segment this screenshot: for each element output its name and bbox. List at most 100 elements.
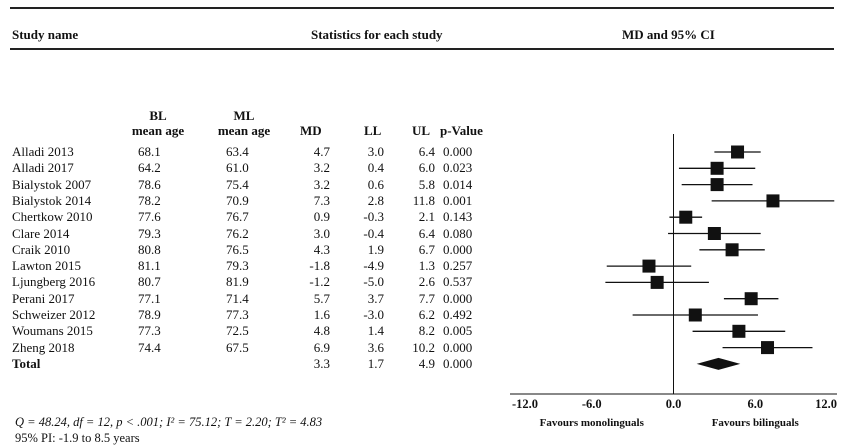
md-cell: 3.3 [313, 355, 330, 371]
favours-monolinguals-label: Favours monolinguals [540, 417, 645, 429]
ml-age-cell: 72.5 [226, 323, 249, 339]
ll-cell: -3.0 [363, 307, 384, 322]
ul-cell: 6.4 [418, 225, 435, 241]
study-name-cell: Craik 2010 [12, 241, 71, 257]
ml-age-cell: 70.9 [226, 192, 249, 208]
statistics-header: Statistics for each study [311, 27, 443, 42]
effect-square [710, 161, 724, 175]
pvalue-cell: 0.143 [443, 209, 473, 225]
study-name-cell: Perani 2017 [12, 290, 75, 306]
ll-cell: 3.7 [367, 290, 384, 306]
effect-square [710, 178, 724, 192]
md-cell: 4.8 [313, 323, 330, 339]
ll-cell: 1.9 [367, 241, 384, 257]
bl-age-cell: 80.8 [138, 241, 161, 257]
bl-column-line2: mean age [131, 123, 185, 138]
ml-age-cell: 76.2 [226, 225, 249, 241]
md-cell: 4.7 [313, 144, 330, 159]
ll-cell: -4.9 [363, 258, 384, 274]
pvalue-cell: 0.080 [443, 225, 473, 241]
effect-square [732, 324, 746, 338]
ml-column-header: ML mean age [211, 108, 277, 138]
ml-column-line1: ML [233, 108, 255, 123]
ul-cell: 6.0 [418, 160, 435, 176]
study-name-cell: Bialystok 2014 [12, 192, 92, 208]
bl-age-cell: 68.1 [138, 144, 161, 159]
ml-age-cell: 61.0 [226, 160, 249, 176]
study-name-cell: Lawton 2015 [12, 258, 81, 274]
pooled-effect-diamond [696, 357, 741, 370]
md-cell: -1.2 [309, 274, 330, 290]
ll-cell: 1.4 [367, 323, 384, 339]
ul-cell: 6.2 [418, 307, 435, 322]
md-cell: 5.7 [313, 290, 330, 306]
bl-age-cell: 77.3 [138, 323, 161, 339]
ul-cell: 2.1 [418, 209, 435, 225]
ml-age-cell: 76.7 [226, 209, 249, 225]
favours-bilinguals-label: Favours bilinguals [712, 417, 800, 429]
ml-age-cell: 63.4 [226, 144, 249, 159]
ul-cell: 10.2 [412, 339, 435, 355]
md-cell: 6.9 [313, 339, 330, 355]
pvalue-cell: 0.000 [443, 339, 473, 355]
ul-cell: 1.3 [418, 258, 435, 274]
bl-age-cell: 80.7 [138, 274, 161, 290]
study-name-cell: Schweizer 2012 [12, 307, 96, 322]
md-column-header: MD [300, 123, 322, 138]
heterogeneity-stats: Q = 48.24, df = 12, p < .001; I² = 75.12… [15, 415, 323, 429]
ul-column-header: UL [412, 123, 431, 138]
pvalue-column-header: p-Value [440, 123, 483, 138]
study-name-cell: Clare 2014 [12, 225, 70, 241]
x-tick-label: 12.0 [815, 397, 837, 411]
top-rule [10, 7, 834, 9]
pvalue-cell: 0.005 [443, 323, 473, 339]
ul-cell: 5.8 [418, 176, 435, 192]
header-rule [10, 48, 834, 50]
ul-cell: 4.9 [418, 355, 435, 371]
pvalue-cell: 0.257 [443, 258, 473, 274]
md-cell: 7.3 [313, 192, 330, 208]
ul-cell: 2.6 [418, 274, 435, 290]
bl-age-cell: 78.6 [138, 176, 161, 192]
study-name-cell: Alladi 2017 [12, 160, 74, 176]
md-ci-header: MD and 95% CI [622, 27, 715, 42]
x-tick-label: -6.0 [582, 397, 602, 411]
ml-age-cell: 79.3 [226, 258, 249, 274]
pvalue-cell: 0.014 [443, 176, 473, 192]
pvalue-cell: 0.000 [443, 290, 473, 306]
effect-square [731, 145, 745, 159]
pvalue-cell: 0.023 [443, 160, 473, 176]
effect-square [642, 259, 656, 273]
study-name-cell: Alladi 2013 [12, 144, 74, 159]
md-cell: 1.6 [313, 307, 330, 322]
ml-age-cell: 76.5 [226, 241, 249, 257]
bl-age-cell: 81.1 [138, 258, 161, 274]
effect-square [650, 275, 664, 289]
ll-cell: -0.4 [363, 225, 384, 241]
md-cell: 3.0 [313, 225, 330, 241]
md-cell: 0.9 [313, 209, 330, 225]
pvalue-cell: 0.492 [443, 307, 473, 322]
pvalue-cell: 0.537 [443, 274, 473, 290]
study-name-cell: Woumans 2015 [12, 323, 93, 339]
study-name-cell: Chertkow 2010 [12, 209, 93, 225]
ml-age-cell: 71.4 [226, 290, 249, 306]
effect-square [744, 292, 758, 306]
effect-square [688, 308, 702, 322]
md-cell: 3.2 [313, 160, 330, 176]
ul-cell: 6.7 [418, 241, 435, 257]
effect-square [707, 227, 721, 240]
ll-cell: 1.7 [367, 355, 384, 371]
x-tick-label: 6.0 [747, 397, 763, 411]
ml-age-cell: 81.9 [226, 274, 249, 290]
effect-square [761, 341, 775, 355]
ll-cell: -0.3 [363, 209, 384, 225]
bl-age-cell: 74.4 [138, 339, 161, 355]
ml-column-line2: mean age [217, 123, 271, 138]
bl-age-cell: 79.3 [138, 225, 161, 241]
pvalue-cell: 0.000 [443, 241, 473, 257]
bl-age-cell: 77.1 [138, 290, 161, 306]
study-name-header: Study name [12, 27, 79, 42]
ll-cell: 3.6 [367, 339, 384, 355]
